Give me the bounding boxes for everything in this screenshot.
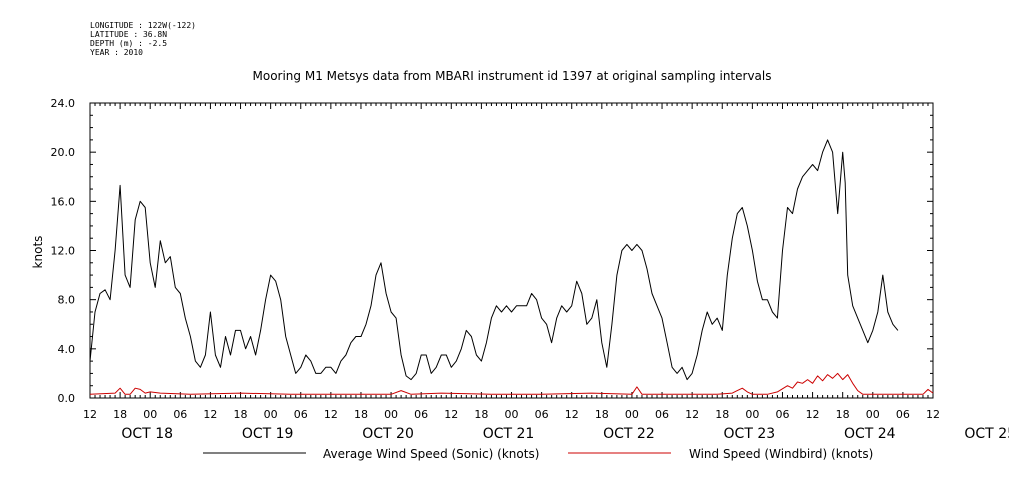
longitude-label: LONGITUDE : 122W(-122) [90, 21, 196, 30]
x-tick-labels: 12 18 00 06 12 18 00 06 12 18 00 06 12 18 00 06 12 18 00 06… [83, 408, 940, 421]
axis-ticks [89, 102, 934, 399]
x-day-label: OCT 21 [483, 426, 535, 442]
y-tick-label: 24.0 [51, 97, 76, 110]
x-tick-label: 18 [113, 408, 127, 421]
x-tick-label: 18 [354, 408, 368, 421]
x-tick-label: 00 [264, 408, 278, 421]
x-day-label: OCT 23 [724, 426, 776, 442]
y-tick-label: 4.0 [58, 343, 76, 356]
plot-frame [89, 102, 934, 399]
y-tick-label: 20.0 [51, 146, 76, 159]
x-tick-label: 06 [294, 408, 308, 421]
x-tick-label: 06 [896, 408, 910, 421]
x-tick-label: 18 [595, 408, 609, 421]
x-tick-label: 00 [866, 408, 880, 421]
legend-label-windbird: Wind Speed (Windbird) (knots) [689, 447, 873, 461]
x-tick-label: 06 [535, 408, 549, 421]
x-tick-label: 00 [384, 408, 398, 421]
x-tick-label: 12 [324, 408, 338, 421]
x-tick-label: 18 [234, 408, 248, 421]
y-axis-label: knots [31, 236, 45, 269]
y-tick-labels: 0.0 4.0 8.0 12.0 16.0 20.0 24.0 [51, 97, 76, 405]
x-tick-label: 06 [414, 408, 428, 421]
series-line-windbird [89, 372, 934, 395]
x-day-label: OCT 25 [964, 426, 1009, 442]
x-day-label: OCT 22 [603, 426, 655, 442]
x-day-label: OCT 19 [242, 426, 294, 442]
series-line-sonic [89, 139, 899, 381]
x-tick-label: 00 [745, 408, 759, 421]
x-day-label: OCT 20 [362, 426, 414, 442]
y-tick-label: 8.0 [58, 294, 76, 307]
series-lines [89, 139, 934, 395]
x-tick-label: 18 [474, 408, 488, 421]
x-tick-label: 12 [806, 408, 820, 421]
x-tick-label: 06 [655, 408, 669, 421]
x-tick-label: 18 [715, 408, 729, 421]
x-tick-label: 12 [203, 408, 217, 421]
x-tick-label: 00 [625, 408, 639, 421]
x-tick-label: 06 [173, 408, 187, 421]
station-metadata: LONGITUDE : 122W(-122) LATITUDE : 36.8N … [90, 21, 196, 57]
legend-label-sonic: Average Wind Speed (Sonic) (knots) [323, 447, 539, 461]
x-tick-label: 00 [505, 408, 519, 421]
depth-label: DEPTH (m) : -2.5 [90, 39, 168, 48]
y-tick-label: 12.0 [51, 245, 76, 258]
latitude-label: LATITUDE : 36.8N [90, 30, 168, 39]
legend: Average Wind Speed (Sonic) (knots) Wind … [203, 447, 873, 461]
x-tick-label: 12 [444, 408, 458, 421]
x-tick-label: 12 [83, 408, 97, 421]
y-tick-label: 0.0 [58, 392, 76, 405]
x-tick-label: 00 [143, 408, 157, 421]
x-day-labels: OCT 18 OCT 19 OCT 20 OCT 21 OCT 22 OCT 23 OCT … [121, 426, 1009, 442]
x-tick-label: 12 [565, 408, 579, 421]
year-label: YEAR : 2010 [90, 48, 143, 57]
x-tick-label: 06 [775, 408, 789, 421]
x-tick-label: 12 [926, 408, 940, 421]
x-day-label: OCT 18 [121, 426, 173, 442]
x-tick-label: 12 [685, 408, 699, 421]
x-day-label: OCT 24 [844, 426, 896, 442]
y-tick-label: 16.0 [51, 195, 76, 208]
chart-title: Mooring M1 Metsys data from MBARI instru… [253, 69, 772, 83]
x-tick-label: 18 [836, 408, 850, 421]
